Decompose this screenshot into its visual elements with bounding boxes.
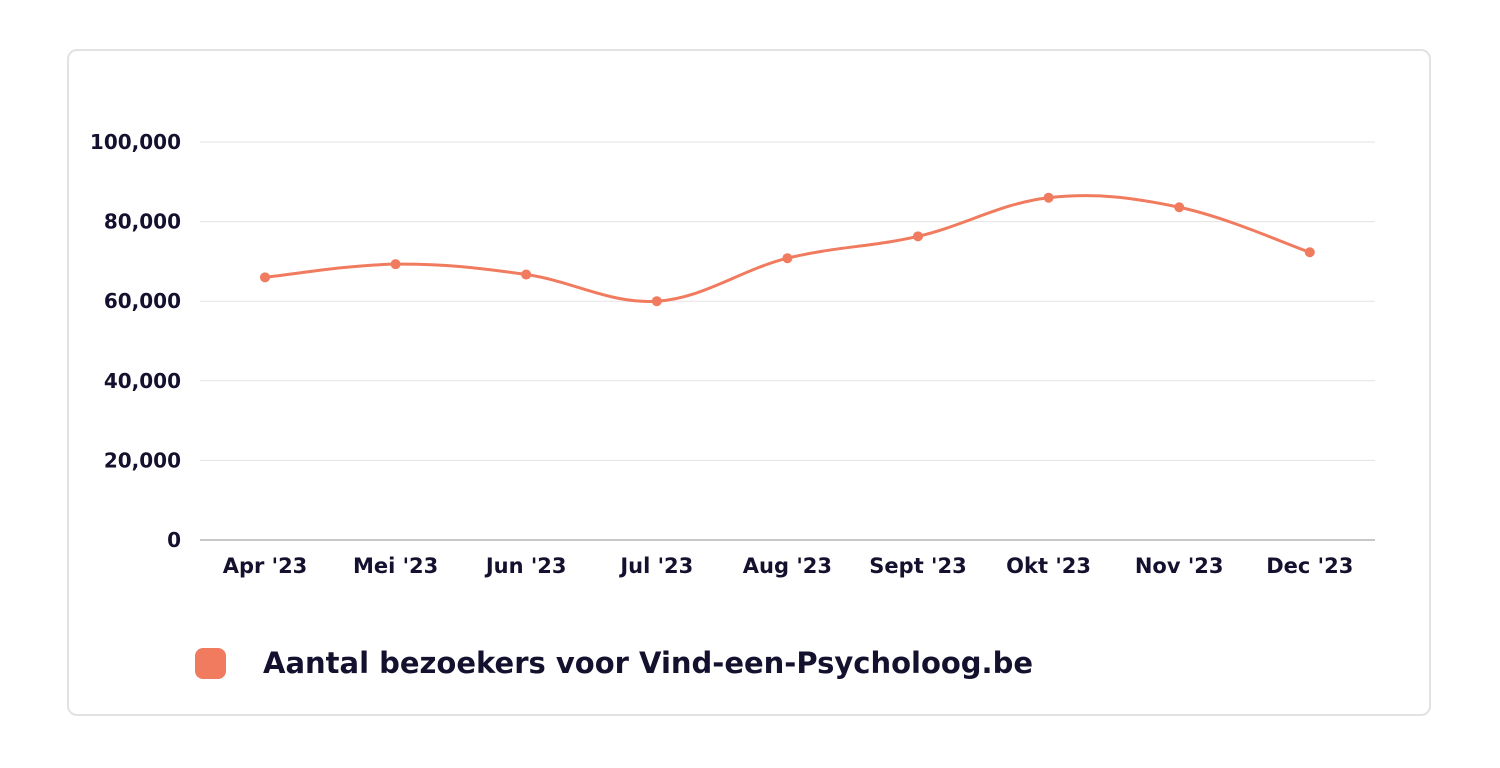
series-line — [263, 194, 1312, 303]
x-tick-label: Mei '23 — [353, 554, 438, 578]
y-axis-ticks: 0 20,000 40,000 60,000 80,000 100,000 — [90, 130, 181, 552]
data-point[interactable] — [913, 231, 923, 242]
grid-lines — [200, 141, 1375, 541]
data-point[interactable] — [1174, 202, 1185, 213]
y-tick-label: 100,000 — [90, 130, 181, 154]
data-point[interactable] — [1304, 247, 1315, 258]
y-tick-label: 60,000 — [104, 289, 181, 313]
data-point[interactable] — [1043, 192, 1054, 203]
x-tick-label: Nov '23 — [1135, 554, 1224, 578]
y-tick-label: 40,000 — [104, 369, 181, 393]
x-tick-label: Jul '23 — [618, 554, 693, 578]
legend[interactable]: Aantal bezoekers voor Vind-een-Psycholoo… — [195, 646, 1033, 680]
y-tick-label: 20,000 — [104, 448, 181, 472]
chart-card — [67, 49, 1431, 716]
x-tick-label: Aug '23 — [743, 554, 832, 578]
x-axis-ticks: Apr '23 Mei '23 Jun '23 Jul '23 Aug '23 Sept … — [223, 554, 1354, 578]
y-tick-label: 80,000 — [104, 210, 181, 234]
data-point[interactable] — [521, 269, 532, 280]
x-tick-label: Sept '23 — [869, 554, 966, 578]
data-point[interactable] — [390, 259, 401, 270]
x-tick-label: Dec '23 — [1266, 554, 1353, 578]
y-tick-label: 0 — [167, 528, 181, 552]
data-point[interactable] — [651, 296, 662, 307]
x-tick-label: Jun '23 — [484, 554, 567, 578]
series-line-group — [263, 194, 1312, 303]
x-tick-label: Apr '23 — [223, 554, 308, 578]
x-tick-label: Okt '23 — [1006, 554, 1091, 578]
data-point[interactable] — [260, 272, 270, 283]
legend-swatch — [195, 647, 226, 679]
legend-label: Aantal bezoekers voor Vind-een-Psycholoo… — [263, 646, 1034, 680]
data-point[interactable] — [782, 253, 793, 264]
data-points — [260, 192, 1315, 307]
